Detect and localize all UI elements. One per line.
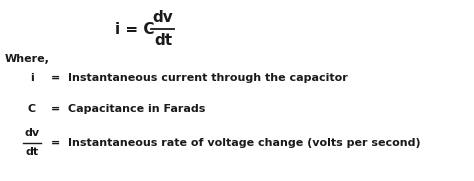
Text: =: = bbox=[51, 104, 61, 114]
Text: dv: dv bbox=[153, 10, 173, 25]
Text: i = C: i = C bbox=[116, 22, 155, 37]
Text: dt: dt bbox=[154, 33, 172, 48]
Text: Capacitance in Farads: Capacitance in Farads bbox=[68, 104, 205, 114]
Text: i: i bbox=[30, 73, 34, 83]
Text: dt: dt bbox=[26, 147, 38, 157]
Text: =: = bbox=[51, 73, 61, 83]
Text: Instantaneous current through the capacitor: Instantaneous current through the capaci… bbox=[68, 73, 348, 83]
Text: dv: dv bbox=[25, 128, 39, 138]
Text: Where,: Where, bbox=[5, 54, 50, 64]
Text: Instantaneous rate of voltage change (volts per second): Instantaneous rate of voltage change (vo… bbox=[68, 138, 420, 148]
Text: C: C bbox=[28, 104, 36, 114]
Text: =: = bbox=[51, 138, 61, 148]
